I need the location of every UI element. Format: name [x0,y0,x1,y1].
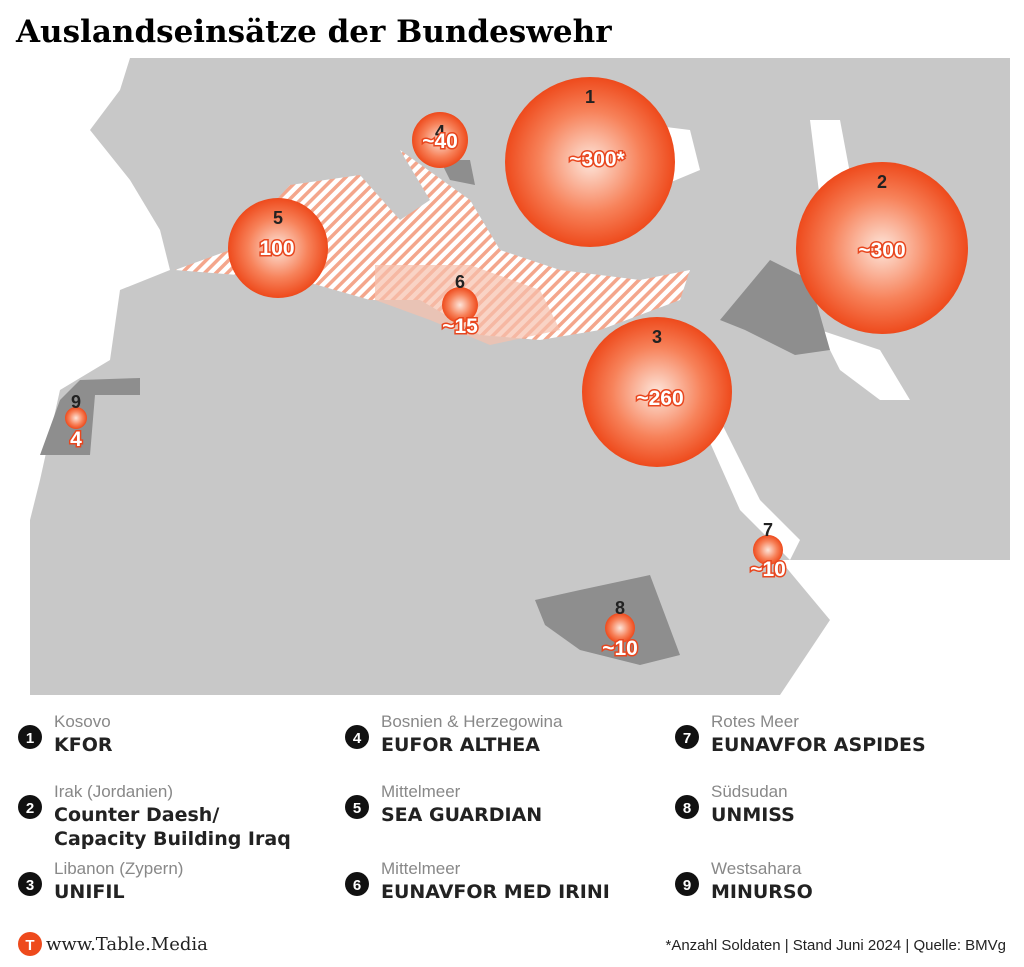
legend-mission: MINURSO [711,881,813,903]
legend-number: 6 [353,877,361,894]
marker-number: 9 [71,392,81,412]
legend-number: 8 [683,800,691,817]
legend-badge [675,872,699,896]
legend-region: Irak (Jordanien) [54,782,173,801]
marker-number: 6 [455,272,465,292]
legend-number: 3 [26,877,34,894]
legend-mission: EUNAVFOR MED IRINI [381,881,610,903]
marker-value: ~10 [750,558,786,581]
legend: 1 Kosovo KFOR 2 Irak (Jordanien) Counter Daes… [18,712,926,903]
logo-mark [18,932,42,956]
legend-mission: SEA GUARDIAN [381,804,542,826]
bubble [753,535,783,565]
legend-mission: EUNAVFOR ASPIDES [711,734,926,756]
atlantic [30,58,170,520]
bubble [228,198,328,298]
bubble [65,407,87,429]
legend-number: 9 [683,877,691,894]
bubble [442,287,478,323]
marker-number: 2 [877,172,887,192]
marker-value: ~10 [602,637,638,660]
legend-number: 4 [353,730,362,747]
legend-region: Bosnien & Herzegowina [381,712,563,731]
brand: www.Table.Media [46,934,208,955]
legend-mission: UNMISS [711,804,795,826]
legend-number: 2 [26,800,34,817]
legend-badge [18,795,42,819]
legend-number: 7 [683,730,691,747]
bubble [582,317,732,467]
persian-gulf [820,330,910,400]
bubble [505,77,675,247]
marker-value: ~300 [858,239,905,262]
indian-ocean [780,560,1010,695]
marker-number: 8 [615,598,625,618]
legend-region: Kosovo [54,712,111,731]
legend-badge [675,795,699,819]
red-sea [700,420,800,560]
marker-value: 4 [70,428,82,451]
legend-region: Rotes Meer [711,712,799,731]
bubble [605,613,635,643]
marker-value: ~300* [569,148,625,171]
logo-letter: T [25,937,34,954]
legend-region: Libanon (Zypern) [54,859,183,878]
bubble [796,162,968,334]
legend-mission: EUFOR ALTHEA [381,734,540,756]
legend-badge [345,725,369,749]
legend-number: 1 [26,730,34,747]
marker-number: 3 [652,327,662,347]
title: Auslandseinsätze der Bundeswehr [15,14,612,50]
marker-number: 5 [273,208,283,228]
legend-number: 5 [353,800,361,817]
legend-mission: KFOR [54,734,113,756]
marker-value: ~40 [422,130,458,153]
mediterranean [175,150,690,340]
legend-badge [18,725,42,749]
legend-region: Westsahara [711,859,802,878]
legend-badge [345,872,369,896]
legend-mission: Counter Daesh/ [54,804,219,826]
legend-badge [18,872,42,896]
legend-region: Mittelmeer [381,859,461,878]
marker-number: 7 [763,520,773,540]
iraq [720,260,830,355]
legend-badge [345,795,369,819]
marker-number: 1 [585,87,595,107]
marker-value: 100 [259,237,294,260]
legend-region: Mittelmeer [381,782,461,801]
marker-value: ~15 [442,315,478,338]
legend-mission: Capacity Building Iraq [54,828,291,850]
marker-value: ~260 [636,387,683,410]
legend-mission: UNIFIL [54,881,125,903]
marker-number: 4 [435,122,445,142]
legend-badge [675,725,699,749]
source-note: *Anzahl Soldaten | Stand Juni 2024 | Que… [665,937,1006,954]
bubble [412,112,468,168]
legend-region: Südsudan [711,782,788,801]
western-sahara [40,378,140,455]
